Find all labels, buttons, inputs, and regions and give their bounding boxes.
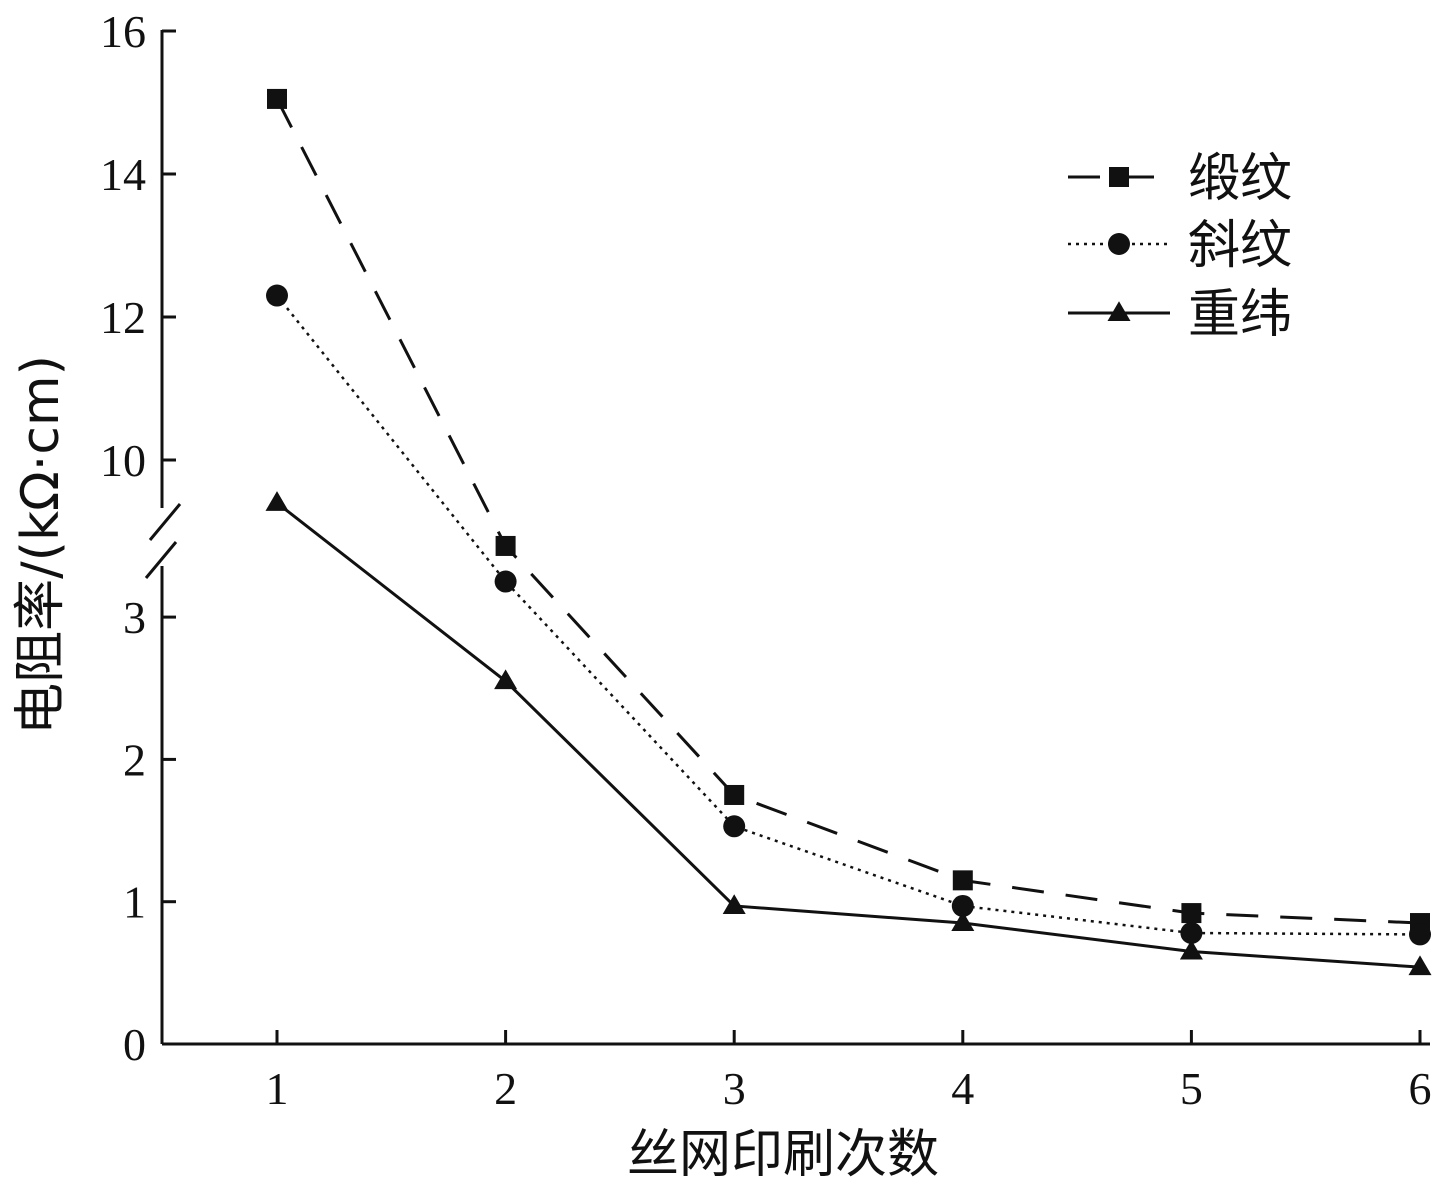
y-axis-title: 电阻率/(kΩ·cm) (11, 355, 71, 735)
x-axis-title: 丝网印刷次数 (627, 1125, 939, 1185)
data-point (266, 284, 288, 307)
series-line (275, 98, 1421, 925)
legend-marker (1108, 233, 1130, 255)
data-point (1409, 923, 1431, 946)
x-tick-label: 1 (266, 1063, 289, 1114)
data-point (494, 570, 517, 593)
legend-label: 缎纹 (1188, 149, 1292, 209)
data-point (952, 870, 973, 891)
legend-label: 重纬 (1188, 285, 1292, 345)
y-tick-label: 12 (100, 292, 146, 343)
data-point (724, 784, 745, 805)
data-point (722, 894, 746, 914)
data-point (265, 491, 289, 511)
data-point (494, 669, 518, 690)
x-tick-label: 2 (494, 1063, 517, 1114)
legend-marker (1107, 301, 1131, 321)
data-point (1408, 955, 1432, 976)
data-point (267, 88, 287, 109)
legend-item: 重纬 (1068, 285, 1292, 345)
axes (144, 30, 1430, 1046)
x-tick-label: 3 (723, 1063, 746, 1114)
y-tick-label: 14 (100, 149, 146, 200)
series (265, 88, 1432, 976)
y-tick-label: 3 (123, 592, 146, 643)
y-tick-label: 1 (123, 877, 146, 928)
series-circle (266, 284, 1431, 946)
x-tick-label: 6 (1409, 1063, 1432, 1114)
series-line (276, 294, 1421, 936)
x-tick-label: 5 (1180, 1063, 1203, 1114)
series-triangle (265, 491, 1432, 976)
axis-break-mark-lower (144, 541, 178, 579)
data-point (495, 535, 516, 556)
data-point (1181, 903, 1202, 924)
data-point (1179, 939, 1203, 960)
y-tick-label: 10 (100, 435, 146, 486)
legend-label: 斜纹 (1188, 216, 1292, 276)
axis-break-mark-upper (148, 503, 182, 541)
legend-marker (1109, 167, 1129, 187)
legend-item: 斜纹 (1068, 216, 1292, 276)
series-line (276, 501, 1421, 969)
x-tick-label: 4 (951, 1063, 974, 1114)
y-tick-label: 2 (123, 734, 146, 785)
data-point (951, 894, 974, 917)
y-tick-label: 0 (123, 1019, 146, 1070)
data-point (951, 911, 975, 932)
legend-item: 缎纹 (1068, 149, 1292, 209)
y-tick-label: 16 (100, 6, 146, 57)
data-point (1180, 922, 1203, 945)
data-point (723, 815, 746, 838)
